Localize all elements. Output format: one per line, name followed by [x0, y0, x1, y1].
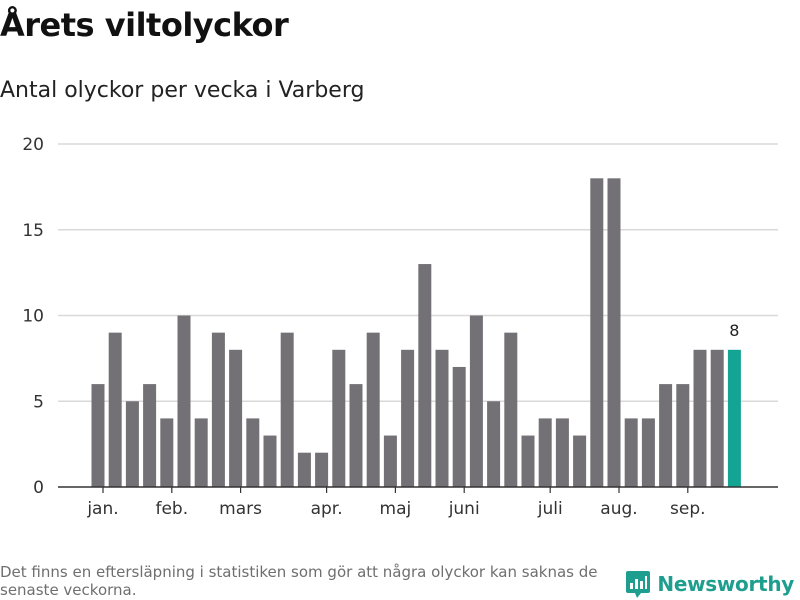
bar	[332, 349, 346, 487]
bar	[401, 349, 415, 487]
bar	[263, 435, 277, 487]
bar-highlight	[727, 349, 741, 487]
brand-name: Newsworthy	[657, 572, 794, 596]
bar	[229, 349, 243, 487]
bar	[211, 332, 225, 487]
bar	[177, 315, 191, 487]
bar	[555, 418, 569, 487]
x-tick-label: aug.	[600, 499, 637, 519]
newsworthy-logo: Newsworthy	[625, 568, 794, 600]
x-tick-label: apr.	[311, 499, 343, 519]
bar	[487, 401, 501, 487]
bar	[91, 384, 105, 487]
bar	[521, 435, 535, 487]
bar	[710, 349, 724, 487]
y-tick-label: 15	[22, 221, 44, 241]
newsworthy-icon	[626, 571, 651, 598]
bar	[125, 401, 139, 487]
x-tick-label: feb.	[155, 499, 188, 519]
x-tick-label: juli	[537, 499, 563, 519]
bar	[573, 435, 587, 487]
chart-title: Årets viltolyckor	[0, 6, 289, 44]
x-tick-label: jan.	[86, 499, 118, 519]
bar	[452, 366, 466, 487]
bar	[315, 452, 329, 487]
bar	[607, 178, 621, 488]
y-tick-label: 10	[22, 307, 44, 327]
bar	[435, 349, 449, 487]
bar	[641, 418, 655, 487]
bar	[659, 384, 673, 487]
bar	[469, 315, 483, 487]
bar	[143, 384, 157, 487]
x-tick-label: sep.	[670, 499, 706, 519]
bar	[297, 452, 311, 487]
bar	[280, 332, 294, 487]
bar-chart: 0 5 10 15 20 8 jan. feb. mars apr. maj juni juli aug.…	[22, 135, 778, 519]
bar	[246, 418, 260, 487]
bar	[418, 264, 432, 487]
chart-subtitle: Antal olyckor per vecka i Varberg	[0, 78, 365, 103]
y-tick-label: 0	[33, 478, 44, 498]
bar	[194, 418, 208, 487]
bar	[108, 332, 122, 487]
x-tick-label: maj	[380, 499, 412, 519]
bar	[383, 435, 397, 487]
bar	[624, 418, 638, 487]
bar	[366, 332, 380, 487]
y-tick-label: 5	[33, 392, 44, 412]
x-tick-label: juni	[448, 499, 480, 519]
value-label: 8	[729, 321, 739, 340]
bar	[504, 332, 518, 487]
bar	[538, 418, 552, 487]
footnote: Det finns en eftersläpning i statistiken…	[0, 563, 598, 599]
y-tick-label: 20	[22, 135, 44, 155]
x-tick-label: mars	[219, 499, 262, 519]
bar	[349, 384, 363, 487]
bar	[693, 349, 707, 487]
bar	[676, 384, 690, 487]
bar	[160, 418, 174, 487]
bar	[590, 178, 604, 488]
